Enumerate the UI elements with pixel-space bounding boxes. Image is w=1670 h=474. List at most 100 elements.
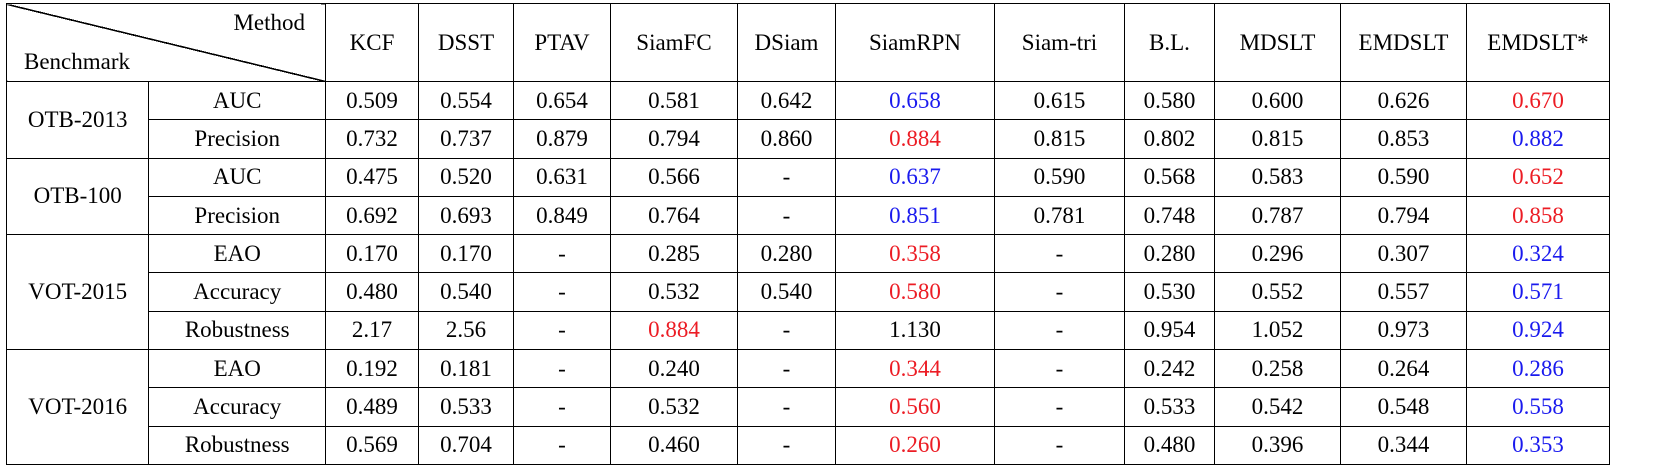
value-cell: 0.307 [1340, 234, 1467, 274]
value-cell: 0.637 [835, 157, 995, 197]
value-cell: 0.170 [325, 234, 419, 274]
value-cell: 0.652 [1466, 157, 1610, 197]
value-cell: 0.642 [737, 80, 836, 121]
value-cell: 0.558 [1466, 387, 1610, 427]
column-header: EMDSLT* [1466, 3, 1610, 82]
metric-cell: Precision [148, 119, 326, 159]
value-cell: 0.296 [1214, 234, 1341, 274]
column-header: MDSLT [1214, 3, 1341, 82]
value-cell: 0.658 [835, 80, 995, 121]
value-cell: 0.344 [835, 349, 995, 389]
table-row: VOT-2016 EAO 0.192 0.181-0.240-0.344-0.242 0… [5, 349, 1610, 465]
value-cell: 0.580 [835, 272, 995, 312]
value-cell: 0.815 [1214, 119, 1341, 159]
table-row: Precision 0.692 0.693 0.849 0.764-0.851 0.781… [7, 195, 1610, 236]
value-cell: 0.615 [994, 80, 1125, 121]
value-cell: 0.533 [418, 387, 514, 427]
value-cell: 0.568 [1124, 157, 1215, 197]
value-cell: 1.052 [1214, 310, 1341, 351]
value-cell: 0.654 [513, 80, 611, 121]
value-cell: 0.358 [835, 234, 995, 274]
value-cell: 0.737 [418, 119, 514, 159]
value-cell: 0.170 [418, 234, 514, 274]
value-cell: 0.560 [835, 387, 995, 427]
table-row: VOT-2015 EAO 0.170 0.170-0.285 0.280 0.358-0.… [5, 234, 1610, 351]
value-cell: 0.554 [418, 80, 514, 121]
column-header: DSST [418, 3, 514, 82]
value-cell: 0.557 [1340, 272, 1467, 312]
benchmark-cell: OTB-2013 [5, 81, 150, 159]
method-label: Method [233, 10, 305, 35]
value-cell: 0.748 [1124, 195, 1215, 236]
value-cell: 0.532 [610, 387, 738, 427]
value-cell: 0.973 [1340, 310, 1467, 351]
value-cell: 0.670 [1466, 80, 1610, 121]
value-cell: 0.571 [1466, 272, 1610, 312]
value-cell: 0.858 [1466, 195, 1610, 236]
value-cell: 0.530 [1124, 272, 1215, 312]
value-cell: 0.860 [737, 119, 836, 159]
value-cell: - [737, 195, 836, 236]
value-cell: 0.764 [610, 195, 738, 236]
value-cell: - [994, 387, 1125, 427]
value-cell: 0.520 [418, 157, 514, 197]
value-cell: 0.542 [1214, 387, 1341, 427]
value-cell: - [994, 310, 1125, 351]
benchmark-label: Benchmark [24, 49, 131, 74]
value-cell: 0.882 [1466, 119, 1610, 159]
benchmark-cell: OTB-100 [5, 157, 150, 236]
value-cell: 0.396 [1214, 425, 1341, 465]
value-cell: 0.242 [1124, 349, 1215, 389]
value-cell: 0.590 [1340, 157, 1467, 197]
value-cell: 0.693 [418, 195, 514, 236]
value-cell: 0.540 [737, 272, 836, 312]
metric-cell: Accuracy [148, 387, 326, 427]
column-header: B.L. [1124, 3, 1215, 82]
value-cell: 0.851 [835, 195, 995, 236]
value-cell: 0.692 [325, 195, 419, 236]
value-cell: 0.181 [418, 349, 514, 389]
value-cell: - [994, 425, 1125, 465]
results-table: Method Benchmark KCF DSST PTAV SiamFC DSiam S… [5, 3, 1610, 465]
value-cell: 0.192 [325, 349, 419, 389]
value-cell: - [737, 387, 836, 427]
value-cell: 0.509 [325, 80, 419, 121]
value-cell: 0.353 [1466, 425, 1610, 465]
value-cell: 0.849 [513, 195, 611, 236]
value-cell: 0.324 [1466, 234, 1610, 274]
column-header: PTAV [513, 3, 611, 82]
value-cell: 0.954 [1124, 310, 1215, 351]
value-cell: 0.802 [1124, 119, 1215, 159]
value-cell: 0.480 [1124, 425, 1215, 465]
value-cell: - [513, 310, 611, 351]
value-cell: 0.552 [1214, 272, 1341, 312]
column-header: KCF [325, 3, 419, 82]
value-cell: - [737, 157, 836, 197]
column-header: DSiam [737, 3, 836, 82]
value-cell: 0.879 [513, 119, 611, 159]
value-cell: 0.590 [994, 157, 1125, 197]
corner-cell: Method Benchmark [6, 3, 326, 82]
value-cell: 0.884 [610, 310, 738, 351]
column-header: Siam-tri [994, 3, 1125, 82]
value-cell: 0.260 [835, 425, 995, 465]
value-cell: - [513, 349, 611, 389]
value-cell: 0.580 [1124, 80, 1215, 121]
value-cell: 0.853 [1340, 119, 1467, 159]
value-cell: 0.924 [1466, 310, 1610, 351]
column-header: SiamRPN [835, 3, 995, 82]
value-cell: - [737, 310, 836, 351]
value-cell: 0.280 [737, 234, 836, 274]
metric-cell: EAO [148, 234, 326, 274]
value-cell: - [513, 387, 611, 427]
table-row: OTB-100 AUC 0.475 0.520 0.631 0.566-0.637 0.59… [5, 157, 1610, 236]
metric-cell: AUC [148, 80, 326, 121]
value-cell: 0.548 [1340, 387, 1467, 427]
value-cell: 0.258 [1214, 349, 1341, 389]
value-cell: 0.240 [610, 349, 738, 389]
table-row: OTB-2013 AUC 0.509 0.554 0.654 0.581 0.642 0.65… [5, 80, 1610, 159]
table-row: Accuracy 0.480 0.540-0.532 0.540 0.580-0.530… [7, 272, 1610, 312]
metric-cell: Precision [148, 195, 326, 236]
value-cell: 0.533 [1124, 387, 1215, 427]
value-cell: 0.264 [1340, 349, 1467, 389]
